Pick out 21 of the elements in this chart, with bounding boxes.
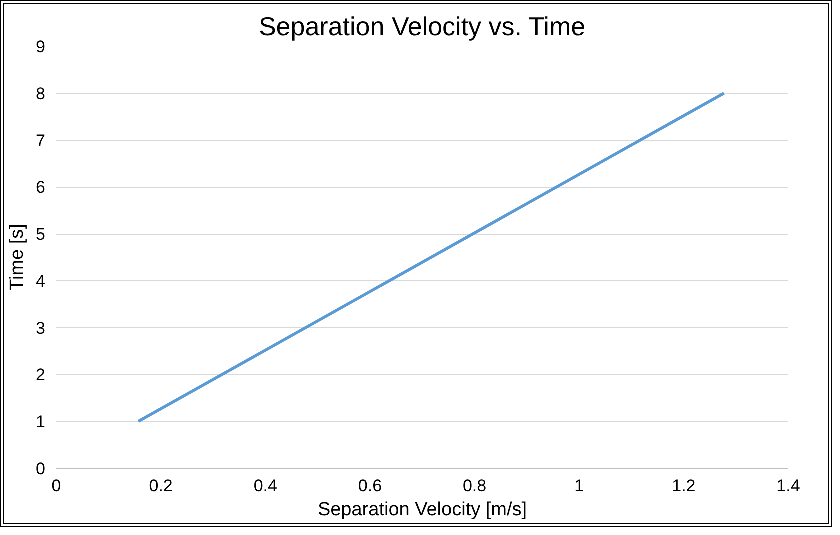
y-tick-label: 4 [36, 272, 46, 291]
x-tick-label: 1 [574, 476, 584, 496]
y-tick-label: 2 [36, 366, 46, 385]
y-axis-title: Time [s] [7, 224, 28, 291]
y-tick-label: 0 [36, 460, 46, 478]
x-tick-label: 0.8 [462, 476, 487, 496]
x-tick-label: 0.6 [358, 476, 382, 496]
x-tick-label: 0.4 [254, 476, 278, 496]
y-tick-label: 3 [36, 318, 46, 338]
y-tick-label: 5 [36, 225, 46, 244]
y-tick-label: 9 [36, 38, 46, 56]
x-tick-label: 0.2 [149, 476, 173, 496]
y-tick-label: 6 [36, 178, 46, 198]
y-tick-label: 8 [36, 84, 46, 104]
x-axis-title: Separation Velocity [m/s] [318, 500, 528, 520]
y-tick-label: 1 [36, 412, 46, 432]
y-tick-label: 7 [36, 131, 46, 150]
x-tick-label: 1.4 [776, 476, 800, 496]
chart-title: Separation Velocity vs. Time [258, 12, 586, 42]
x-tick-label: 0 [52, 476, 62, 496]
x-tick-label: 1.2 [672, 476, 696, 496]
